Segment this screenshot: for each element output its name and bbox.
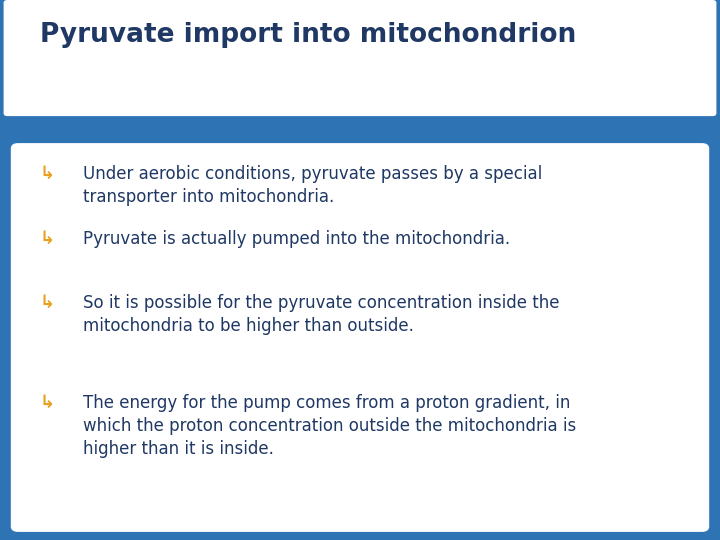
Text: ↳: ↳ — [40, 294, 55, 312]
FancyBboxPatch shape — [4, 0, 716, 116]
Text: ↳: ↳ — [40, 165, 55, 183]
Text: ↳: ↳ — [40, 394, 55, 412]
Text: So it is possible for the pyruvate concentration inside the
mitochondria to be h: So it is possible for the pyruvate conce… — [83, 294, 559, 335]
Text: Pyruvate import into mitochondrion: Pyruvate import into mitochondrion — [40, 22, 576, 48]
Text: Pyruvate is actually pumped into the mitochondria.: Pyruvate is actually pumped into the mit… — [83, 230, 510, 247]
FancyBboxPatch shape — [11, 143, 709, 532]
Text: Under aerobic conditions, pyruvate passes by a special
transporter into mitochon: Under aerobic conditions, pyruvate passe… — [83, 165, 542, 206]
Text: The energy for the pump comes from a proton gradient, in
which the proton concen: The energy for the pump comes from a pro… — [83, 394, 576, 458]
Text: ↳: ↳ — [40, 230, 55, 247]
